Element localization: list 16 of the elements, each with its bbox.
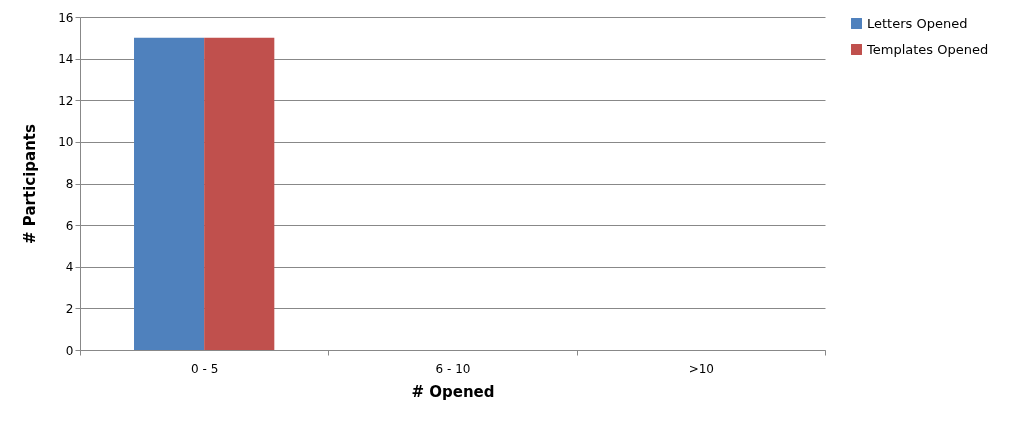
y-tick-label: 12: [58, 93, 74, 108]
legend-label: Letters Opened: [867, 15, 968, 31]
y-tick-label: 8: [65, 177, 74, 191]
y-tick-label: 16: [58, 10, 74, 25]
y-tick-label: 10: [58, 135, 74, 150]
y-tick-label: 4: [65, 260, 74, 275]
y-tick-label: 0: [65, 343, 74, 358]
y-axis-title: # Participants: [21, 123, 40, 244]
y-tick-label: 2: [65, 301, 74, 316]
x-tick-label: 6 - 10: [435, 361, 471, 376]
y-tick-label: 6: [65, 218, 74, 233]
x-tick-label: 0 - 5: [191, 361, 219, 376]
legend-label: Templates Opened: [866, 41, 989, 57]
x-tick-label: >10: [688, 361, 714, 376]
x-axis-title: # Opened: [411, 382, 495, 401]
y-tick-label: 14: [58, 52, 74, 67]
